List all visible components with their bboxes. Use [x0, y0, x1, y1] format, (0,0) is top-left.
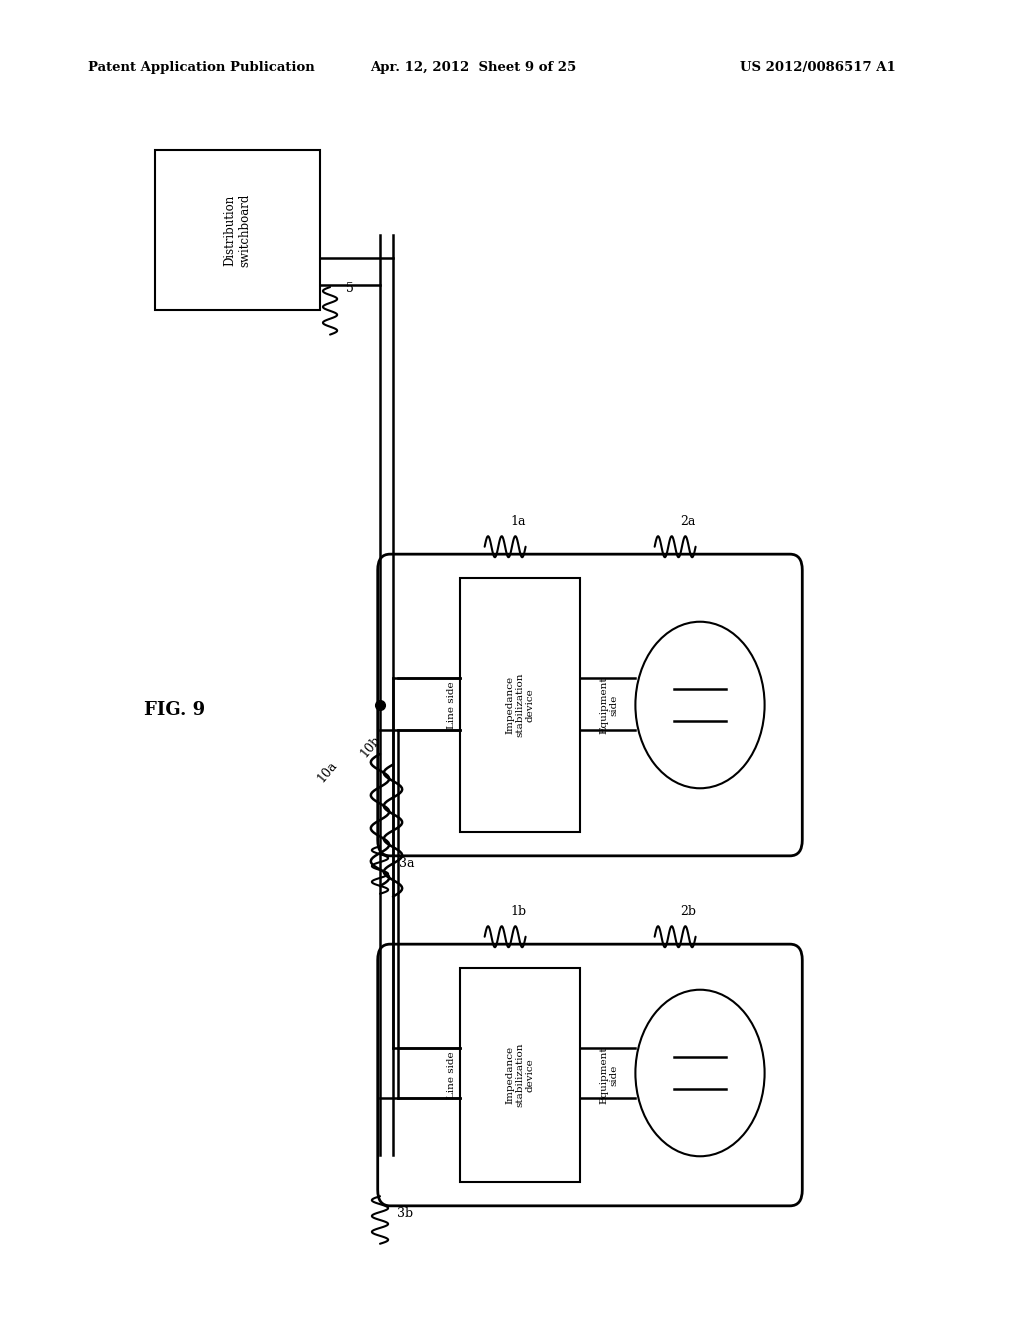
FancyBboxPatch shape	[460, 578, 580, 832]
Circle shape	[636, 622, 765, 788]
Text: 10b: 10b	[358, 733, 383, 760]
Text: Distribution
switchboard: Distribution switchboard	[223, 193, 252, 267]
Text: Line side: Line side	[447, 681, 457, 729]
Text: 10a: 10a	[315, 759, 340, 785]
Text: 1a: 1a	[510, 515, 525, 528]
Text: 3a: 3a	[399, 857, 415, 870]
Text: FIG. 9: FIG. 9	[144, 701, 206, 719]
Text: 2b: 2b	[680, 906, 696, 919]
Text: Apr. 12, 2012  Sheet 9 of 25: Apr. 12, 2012 Sheet 9 of 25	[370, 62, 577, 74]
Text: Equipment
side: Equipment side	[599, 676, 618, 734]
FancyBboxPatch shape	[460, 968, 580, 1181]
Text: 2a: 2a	[680, 515, 695, 528]
Text: 5: 5	[346, 282, 354, 294]
Text: US 2012/0086517 A1: US 2012/0086517 A1	[740, 62, 896, 74]
FancyBboxPatch shape	[378, 554, 802, 855]
Text: Patent Application Publication: Patent Application Publication	[88, 62, 314, 74]
Text: Impedance
stabilization
device: Impedance stabilization device	[505, 673, 535, 738]
Text: Impedance
stabilization
device: Impedance stabilization device	[505, 1043, 535, 1107]
Text: Line side: Line side	[447, 1051, 457, 1098]
FancyBboxPatch shape	[155, 150, 319, 310]
Text: Equipment
side: Equipment side	[599, 1047, 618, 1104]
Text: 3b: 3b	[396, 1206, 413, 1220]
Text: 1b: 1b	[510, 906, 526, 919]
Circle shape	[636, 990, 765, 1156]
FancyBboxPatch shape	[378, 944, 802, 1206]
